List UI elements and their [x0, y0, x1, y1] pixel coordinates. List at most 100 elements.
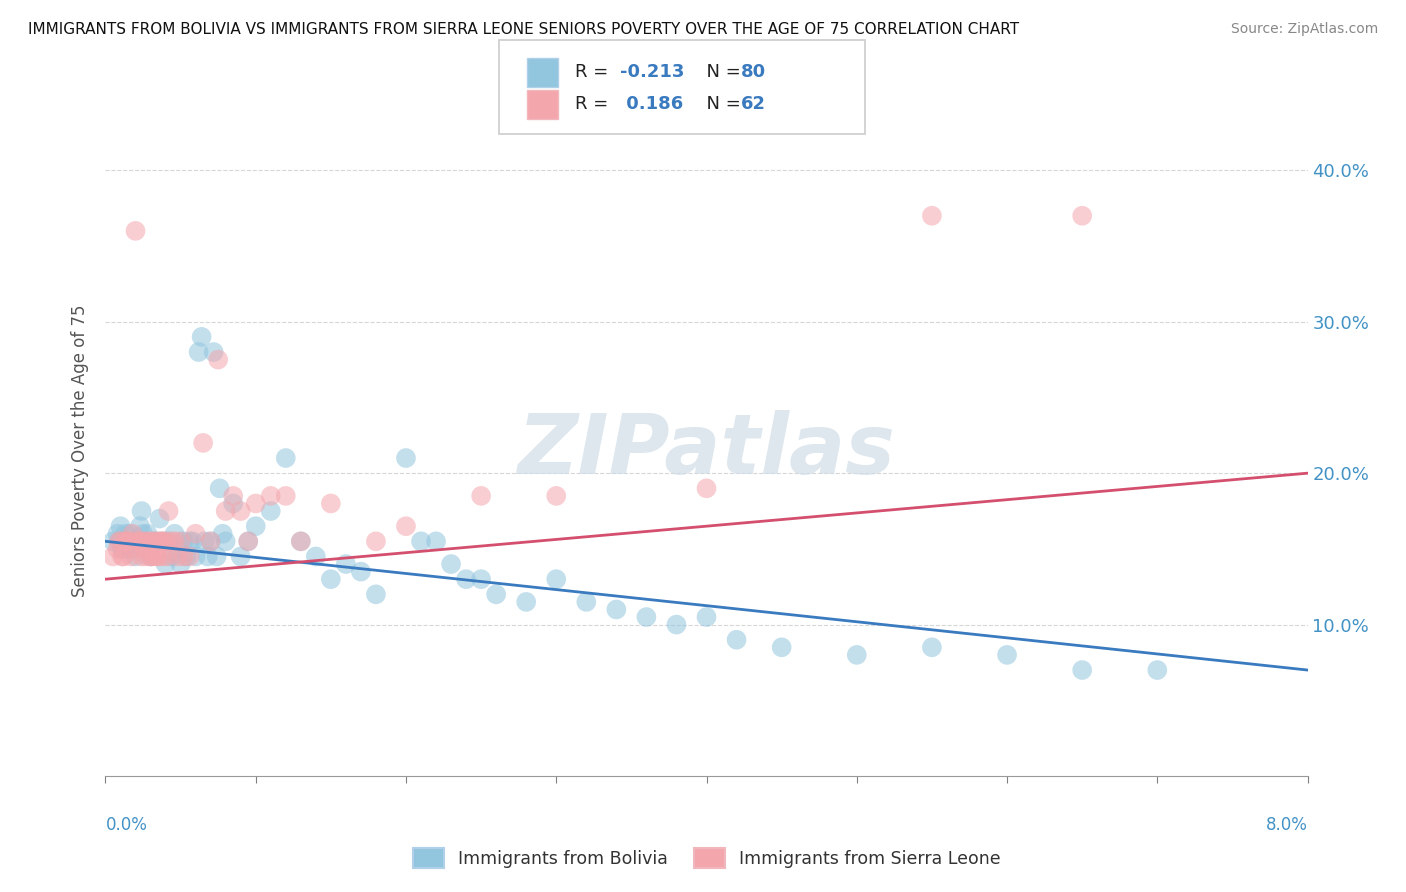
- Point: [139, 549, 162, 564]
- Point: [364, 534, 387, 549]
- Point: [229, 504, 252, 518]
- Point: [146, 549, 169, 564]
- Point: [222, 489, 245, 503]
- Point: [921, 640, 943, 655]
- Point: [145, 534, 167, 549]
- Point: [214, 504, 236, 518]
- Point: [169, 534, 191, 549]
- Point: [575, 595, 598, 609]
- Point: [229, 549, 252, 564]
- Point: [157, 504, 180, 518]
- Point: [290, 534, 312, 549]
- Point: [112, 549, 135, 564]
- Point: [112, 541, 135, 556]
- Point: [202, 345, 225, 359]
- Point: [205, 549, 228, 564]
- Point: [238, 534, 260, 549]
- Point: [335, 557, 357, 571]
- Point: [485, 587, 508, 601]
- Point: [245, 519, 267, 533]
- Point: [181, 534, 204, 549]
- Point: [114, 526, 136, 541]
- Point: [1071, 209, 1094, 223]
- Point: [725, 632, 748, 647]
- Point: [260, 504, 283, 518]
- Text: 0.0%: 0.0%: [105, 816, 148, 834]
- Point: [155, 557, 177, 571]
- Point: [305, 549, 328, 564]
- Point: [184, 549, 207, 564]
- Point: [101, 549, 124, 564]
- Point: [166, 541, 188, 556]
- Point: [142, 534, 165, 549]
- Point: [208, 481, 231, 495]
- Point: [117, 534, 139, 549]
- Text: IMMIGRANTS FROM BOLIVIA VS IMMIGRANTS FROM SIERRA LEONE SENIORS POVERTY OVER THE: IMMIGRANTS FROM BOLIVIA VS IMMIGRANTS FR…: [28, 22, 1019, 37]
- Point: [139, 549, 162, 564]
- Point: [138, 534, 160, 549]
- Point: [995, 648, 1018, 662]
- Point: [605, 602, 627, 616]
- Point: [274, 450, 297, 465]
- Point: [134, 541, 156, 556]
- Point: [131, 549, 153, 564]
- Point: [696, 481, 718, 495]
- Point: [395, 450, 418, 465]
- Point: [364, 587, 387, 601]
- Point: [160, 549, 183, 564]
- Point: [696, 610, 718, 624]
- Text: R =: R =: [575, 63, 614, 81]
- Point: [1071, 663, 1094, 677]
- Point: [157, 534, 180, 549]
- Point: [454, 572, 477, 586]
- Point: [120, 549, 142, 564]
- Point: [222, 496, 245, 510]
- Point: [176, 549, 198, 564]
- Point: [143, 534, 166, 549]
- Point: [179, 534, 201, 549]
- Point: [131, 504, 153, 518]
- Text: N =: N =: [695, 95, 747, 113]
- Point: [120, 541, 142, 556]
- Point: [470, 489, 492, 503]
- Point: [136, 534, 159, 549]
- Point: [184, 526, 207, 541]
- Point: [142, 534, 165, 549]
- Point: [845, 648, 868, 662]
- Point: [319, 572, 342, 586]
- Point: [770, 640, 793, 655]
- Point: [134, 541, 156, 556]
- Point: [107, 541, 129, 556]
- Text: R =: R =: [575, 95, 614, 113]
- Point: [163, 526, 186, 541]
- Point: [194, 534, 217, 549]
- Point: [115, 534, 138, 549]
- Point: [148, 534, 170, 549]
- Point: [115, 534, 138, 549]
- Point: [274, 489, 297, 503]
- Point: [101, 534, 124, 549]
- Text: 80: 80: [741, 63, 766, 81]
- Point: [200, 534, 222, 549]
- Point: [546, 489, 568, 503]
- Point: [141, 549, 163, 564]
- Point: [108, 534, 131, 549]
- Point: [152, 534, 174, 549]
- Point: [200, 534, 222, 549]
- Point: [425, 534, 447, 549]
- Point: [110, 534, 132, 549]
- Point: [156, 549, 179, 564]
- Text: 8.0%: 8.0%: [1265, 816, 1308, 834]
- Text: ZIPatlas: ZIPatlas: [517, 410, 896, 491]
- Point: [117, 534, 139, 549]
- Point: [153, 534, 176, 549]
- Point: [319, 496, 342, 510]
- Point: [124, 224, 146, 238]
- Point: [118, 526, 141, 541]
- Point: [129, 519, 152, 533]
- Point: [121, 526, 143, 541]
- Point: [125, 534, 148, 549]
- Point: [132, 534, 155, 549]
- Point: [136, 526, 159, 541]
- Point: [107, 526, 129, 541]
